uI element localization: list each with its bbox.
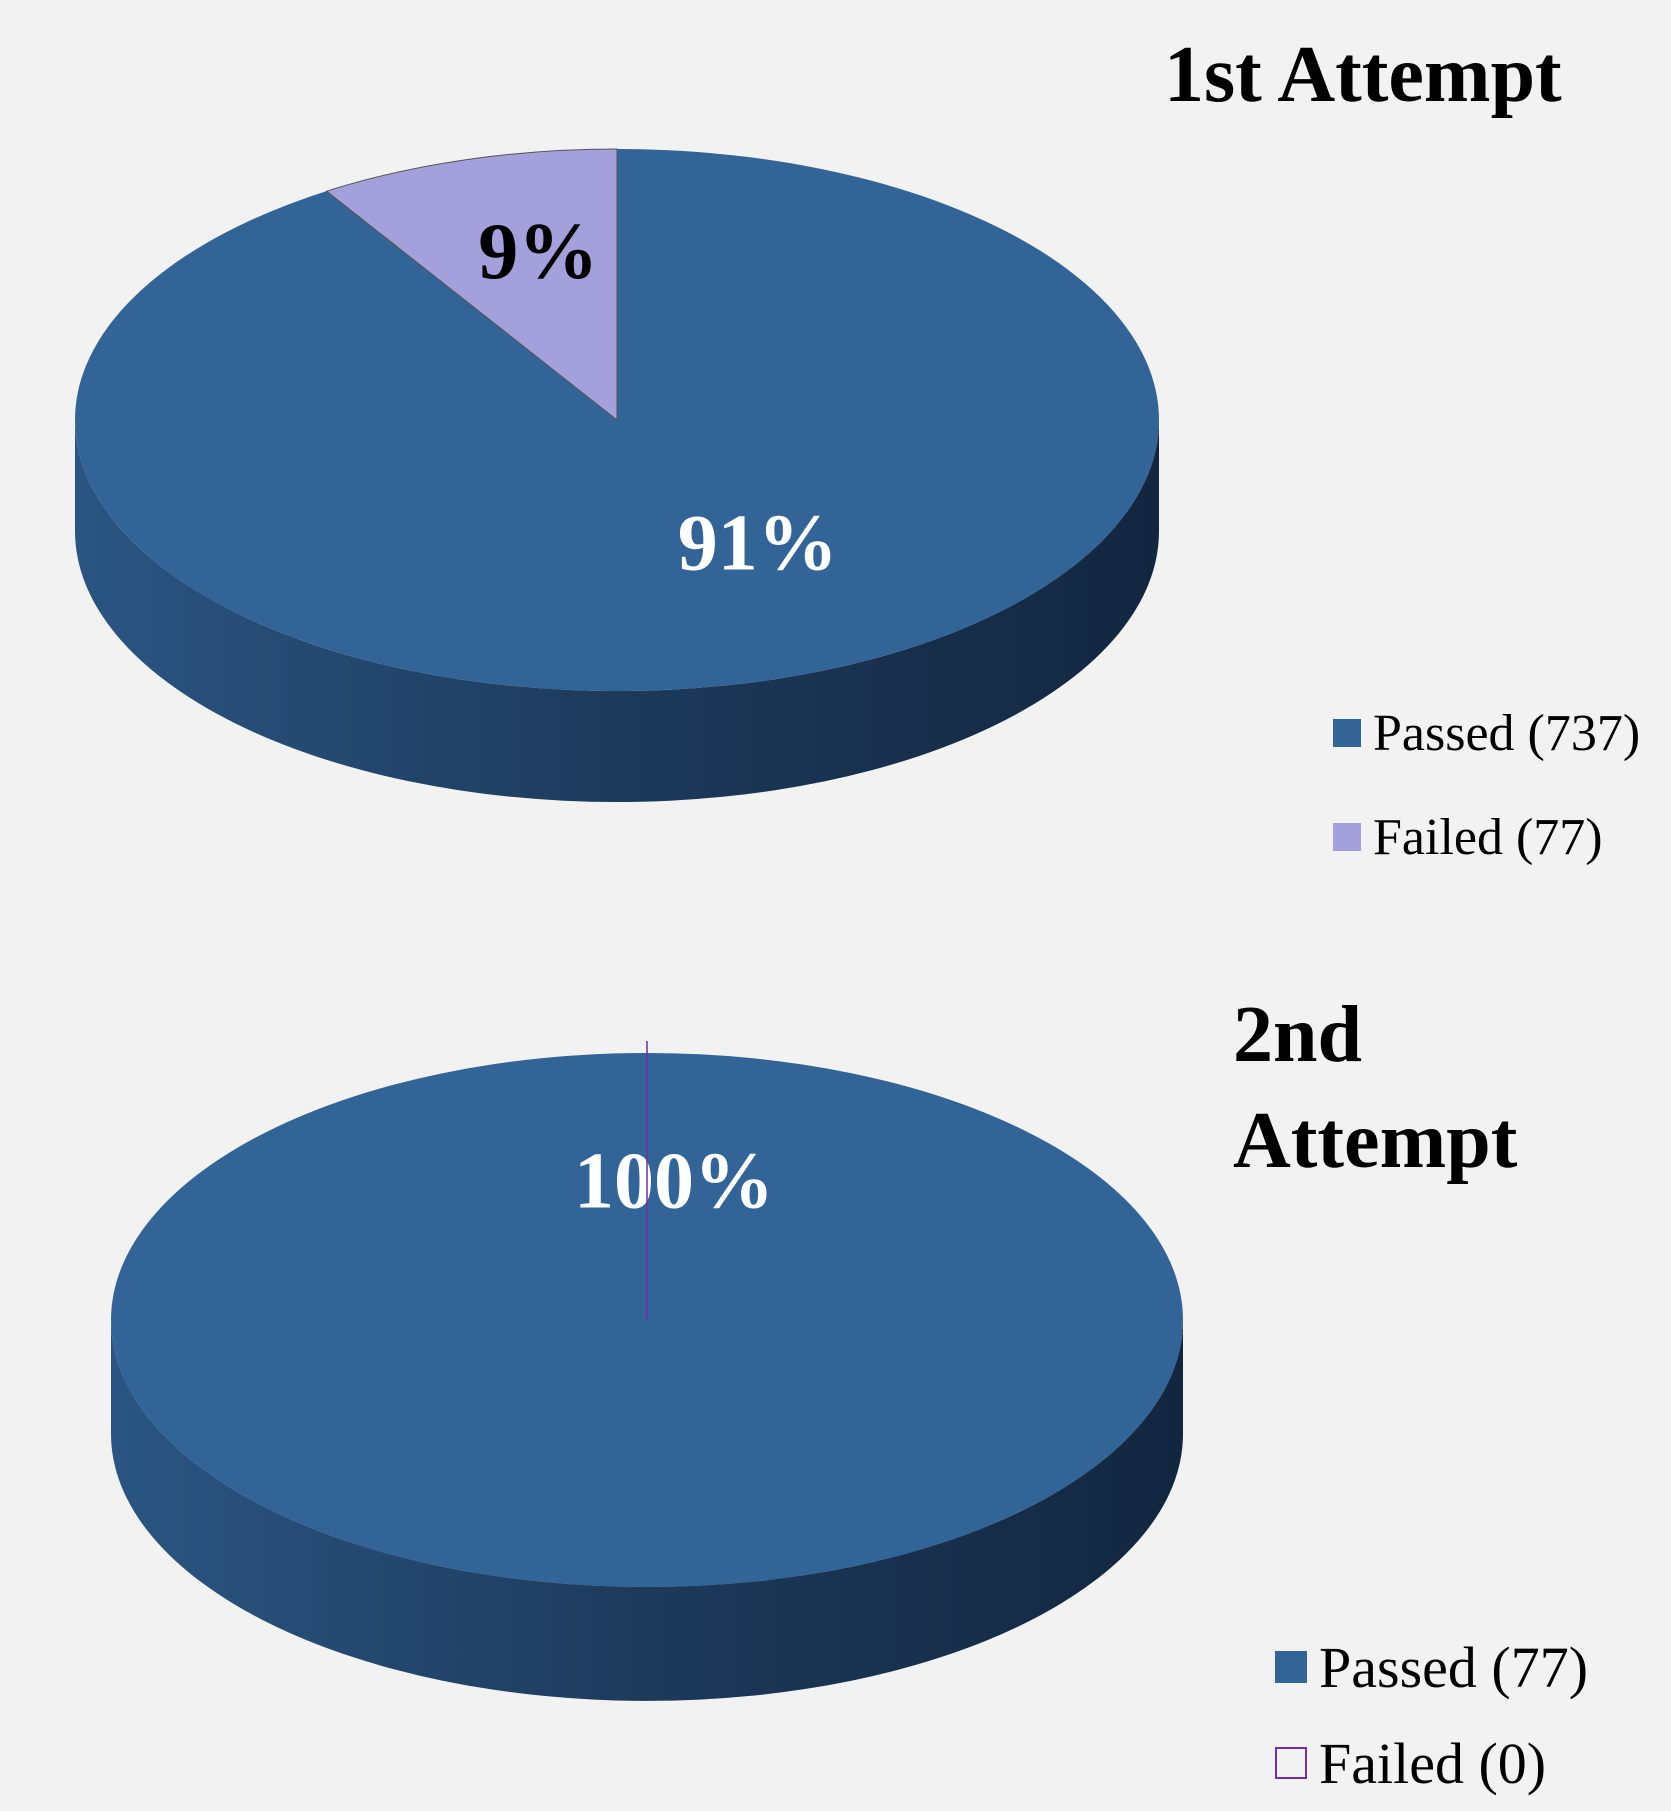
chart-title: 2nd Attempt (1233, 991, 1518, 1185)
legend-item: Passed (77) (1275, 1619, 1588, 1715)
page: 91%9%100% 1st Attempt 2nd Attempt (() =>… (75, 31, 1641, 1796)
legend-item: Passed (737) (1333, 681, 1640, 785)
value-label: 100% (574, 1138, 774, 1226)
charts: 91% 9% 100% (75, 148, 1183, 1701)
legend-swatch (1275, 1747, 1307, 1779)
legend-label: Failed (77) (1373, 808, 1603, 866)
legend-swatch (1275, 1651, 1307, 1683)
legend-item: Failed (77) (1333, 785, 1640, 889)
legend: Passed (737) Failed (77) (1333, 681, 1640, 889)
legend-label: Failed (0) (1319, 1730, 1547, 1796)
legend-swatch (1333, 719, 1361, 747)
pie-side (75, 420, 1159, 802)
pie-side (111, 1320, 1183, 1701)
legend: Passed (77) Failed (0) (1275, 1619, 1588, 1811)
value-label: 9% (478, 208, 598, 296)
value-label: 91% (678, 500, 838, 588)
pie-slice (325, 148, 618, 422)
legend-swatch (1333, 823, 1361, 851)
legend-label: Passed (737) (1373, 704, 1641, 762)
chart-title: 1st Attempt (1164, 31, 1562, 119)
legend-label: Passed (77) (1319, 1634, 1589, 1700)
legend-item: Failed (0) (1275, 1715, 1588, 1811)
